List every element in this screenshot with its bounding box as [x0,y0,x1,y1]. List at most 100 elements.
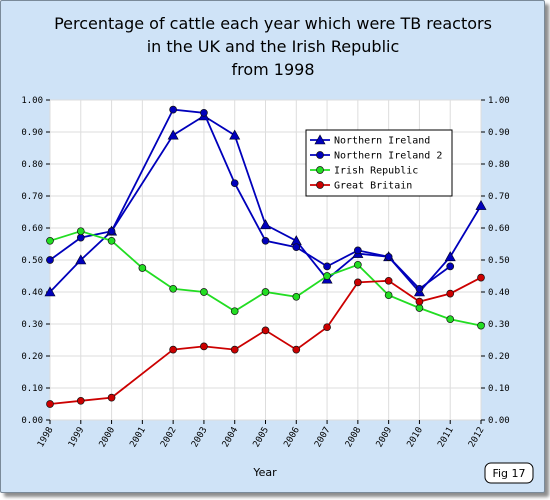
x-tick-label: 2002 [159,426,179,450]
data-point-northern-ireland-2 [76,233,85,242]
data-point-great-britain [76,396,85,405]
data-point-great-britain [446,289,455,298]
y-tick-label-left: 0.80 [21,160,43,170]
data-point-irish-republic [415,304,424,312]
y-tick-label-left: 0.70 [21,192,43,202]
data-point-great-britain [46,400,54,408]
data-point-irish-republic [446,315,455,324]
data-point-irish-republic [138,264,147,272]
figure-badge-label: Fig 17 [492,467,525,480]
data-point-irish-republic [354,260,362,269]
data-point-irish-republic [292,292,301,301]
y-tick-label-left: 0.50 [21,256,43,266]
y-tick-label-right: 0.00 [488,416,510,426]
figure-badge: Fig 17 [484,462,534,484]
x-tick-label: 2012 [467,426,487,450]
data-point-northern-ireland [44,286,56,297]
data-point-irish-republic [323,272,331,280]
data-point-northern-ireland [167,129,179,140]
chart-title: Percentage of cattle each year which wer… [54,14,492,79]
data-point-great-britain [200,342,208,351]
y-tick-label-left: 0.40 [21,288,43,298]
data-point-great-britain [415,297,424,306]
x-tick-label: 2006 [282,426,302,450]
y-tick-label-right: 0.20 [488,352,510,362]
y-tick-label-left: 1.00 [21,96,43,106]
series-great-britain [46,273,485,408]
y-tick-label-right: 0.60 [488,224,510,234]
title-line-3: from 1998 [231,60,314,79]
legend-swatch-marker [316,181,324,189]
data-point-northern-ireland [229,129,241,140]
x-tick-label: 2004 [221,426,241,450]
data-point-irish-republic [230,307,239,316]
y-tick-label-right: 0.30 [488,320,510,330]
data-point-northern-ireland-2 [323,262,331,271]
x-tick-label: 2010 [406,426,426,450]
y-tick-label-right: 0.70 [488,192,510,202]
legend: Northern Ireland Northern Ireland 2 Irish … [305,129,453,197]
data-point-northern-ireland-2 [384,252,393,261]
x-tick-label: 1999 [67,426,87,450]
figure-badge-box [484,462,534,484]
y-tick-label-right: 0.10 [488,384,510,394]
data-point-great-britain [354,278,362,287]
x-axis: 1998 1999 2000 2001 2002 2003 2004 2005 2006 2007… [36,420,487,449]
y-tick-label-right: 0.40 [488,288,510,298]
y-axis-right: 0.00 0.10 0.20 0.30 0.40 0.50 0.60 0.70 0.80 0.90… [481,96,510,426]
data-point-irish-republic [261,288,270,296]
x-axis-title: Year [252,466,277,479]
data-point-northern-ireland-2 [415,284,424,293]
y-tick-label-left: 0.10 [21,384,43,394]
data-point-irish-republic [46,236,54,245]
series-layer [44,105,487,408]
y-tick-label-left: 0.00 [21,416,43,426]
title-line-1: Percentage of cattle each year which wer… [54,14,492,33]
y-tick-label-left: 0.60 [21,224,43,234]
x-tick-label: 2009 [375,426,395,450]
data-point-northern-ireland [259,219,272,230]
data-point-great-britain [169,345,177,354]
x-tick-label: 2007 [313,426,333,450]
data-point-northern-ireland [475,199,487,210]
legend-swatch-marker [316,166,324,174]
y-tick-label-right: 0.80 [488,160,510,170]
data-point-northern-ireland [444,251,456,262]
data-point-irish-republic [200,288,208,296]
data-point-great-britain [107,393,116,402]
data-point-great-britain [292,345,301,354]
data-point-great-britain [384,276,393,285]
data-point-irish-republic [477,321,485,330]
data-point-irish-republic [76,227,85,236]
legend-swatch-marker [316,151,324,159]
data-point-northern-ireland-2 [292,243,301,252]
title-line-2: in the UK and the Irish Republic [147,37,400,56]
data-point-northern-ireland-2 [46,256,54,264]
data-point-northern-ireland-2 [230,179,239,188]
data-point-irish-republic [107,236,116,245]
data-point-northern-ireland-2 [354,246,362,255]
x-tick-label: 1998 [36,426,56,450]
data-point-great-britain [477,273,485,282]
legend-box [305,129,453,197]
data-point-northern-ireland-2 [169,105,177,114]
y-axis-left: 0.00 0.10 0.20 0.30 0.40 0.50 0.60 0.70 0.80 0.90… [21,96,50,426]
y-tick-label-right: 1.00 [488,96,510,106]
legend-label: Great Britain [334,181,412,192]
data-point-northern-ireland-2 [107,227,116,236]
x-tick-label: 2011 [436,426,456,450]
y-tick-label-left: 0.20 [21,352,43,362]
legend-item-great-britain: Great Britain [310,181,412,192]
legend-label: Northern Ireland 2 [334,151,442,162]
legend-label: Irish Republic [334,166,418,177]
legend-label: Northern Ireland [334,136,430,147]
data-point-great-britain [323,323,331,332]
x-tick-label: 2008 [344,426,364,450]
y-tick-label-left: 0.30 [21,320,43,330]
data-point-great-britain [230,345,239,354]
legend-item-northern-ireland: Northern Ireland [310,134,430,147]
legend-item-northern-ireland-2: Northern Ireland 2 [310,151,442,162]
x-tick-label: 2003 [190,426,210,450]
series-line-northern-ireland [49,114,482,294]
